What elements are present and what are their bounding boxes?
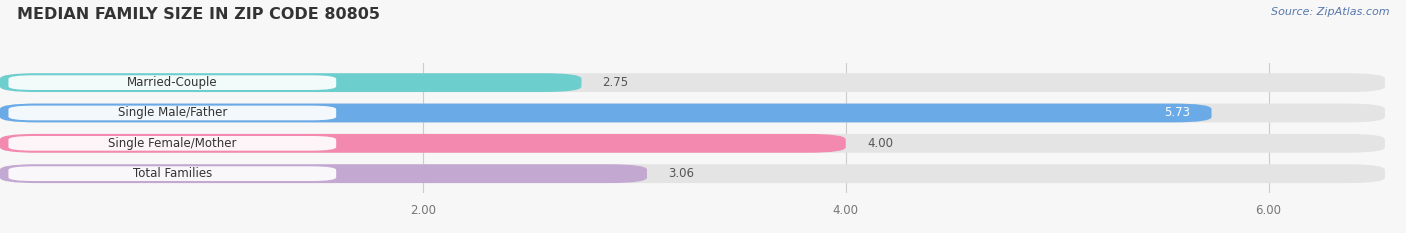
FancyBboxPatch shape [0,73,1385,92]
FancyBboxPatch shape [8,106,336,120]
Text: Single Female/Mother: Single Female/Mother [108,137,236,150]
Text: 4.00: 4.00 [868,137,893,150]
FancyBboxPatch shape [8,166,336,181]
Text: Single Male/Father: Single Male/Father [118,106,226,120]
FancyBboxPatch shape [8,136,336,151]
FancyBboxPatch shape [8,75,336,90]
Text: Married-Couple: Married-Couple [127,76,218,89]
Text: 2.75: 2.75 [603,76,628,89]
Text: MEDIAN FAMILY SIZE IN ZIP CODE 80805: MEDIAN FAMILY SIZE IN ZIP CODE 80805 [17,7,380,22]
FancyBboxPatch shape [0,104,1385,122]
Text: 3.06: 3.06 [668,167,695,180]
Text: Total Families: Total Families [132,167,212,180]
Text: Source: ZipAtlas.com: Source: ZipAtlas.com [1271,7,1389,17]
FancyBboxPatch shape [0,134,1385,153]
FancyBboxPatch shape [0,73,582,92]
FancyBboxPatch shape [0,134,846,153]
FancyBboxPatch shape [0,104,1212,122]
FancyBboxPatch shape [0,164,1385,183]
FancyBboxPatch shape [0,164,647,183]
Text: 5.73: 5.73 [1164,106,1191,120]
